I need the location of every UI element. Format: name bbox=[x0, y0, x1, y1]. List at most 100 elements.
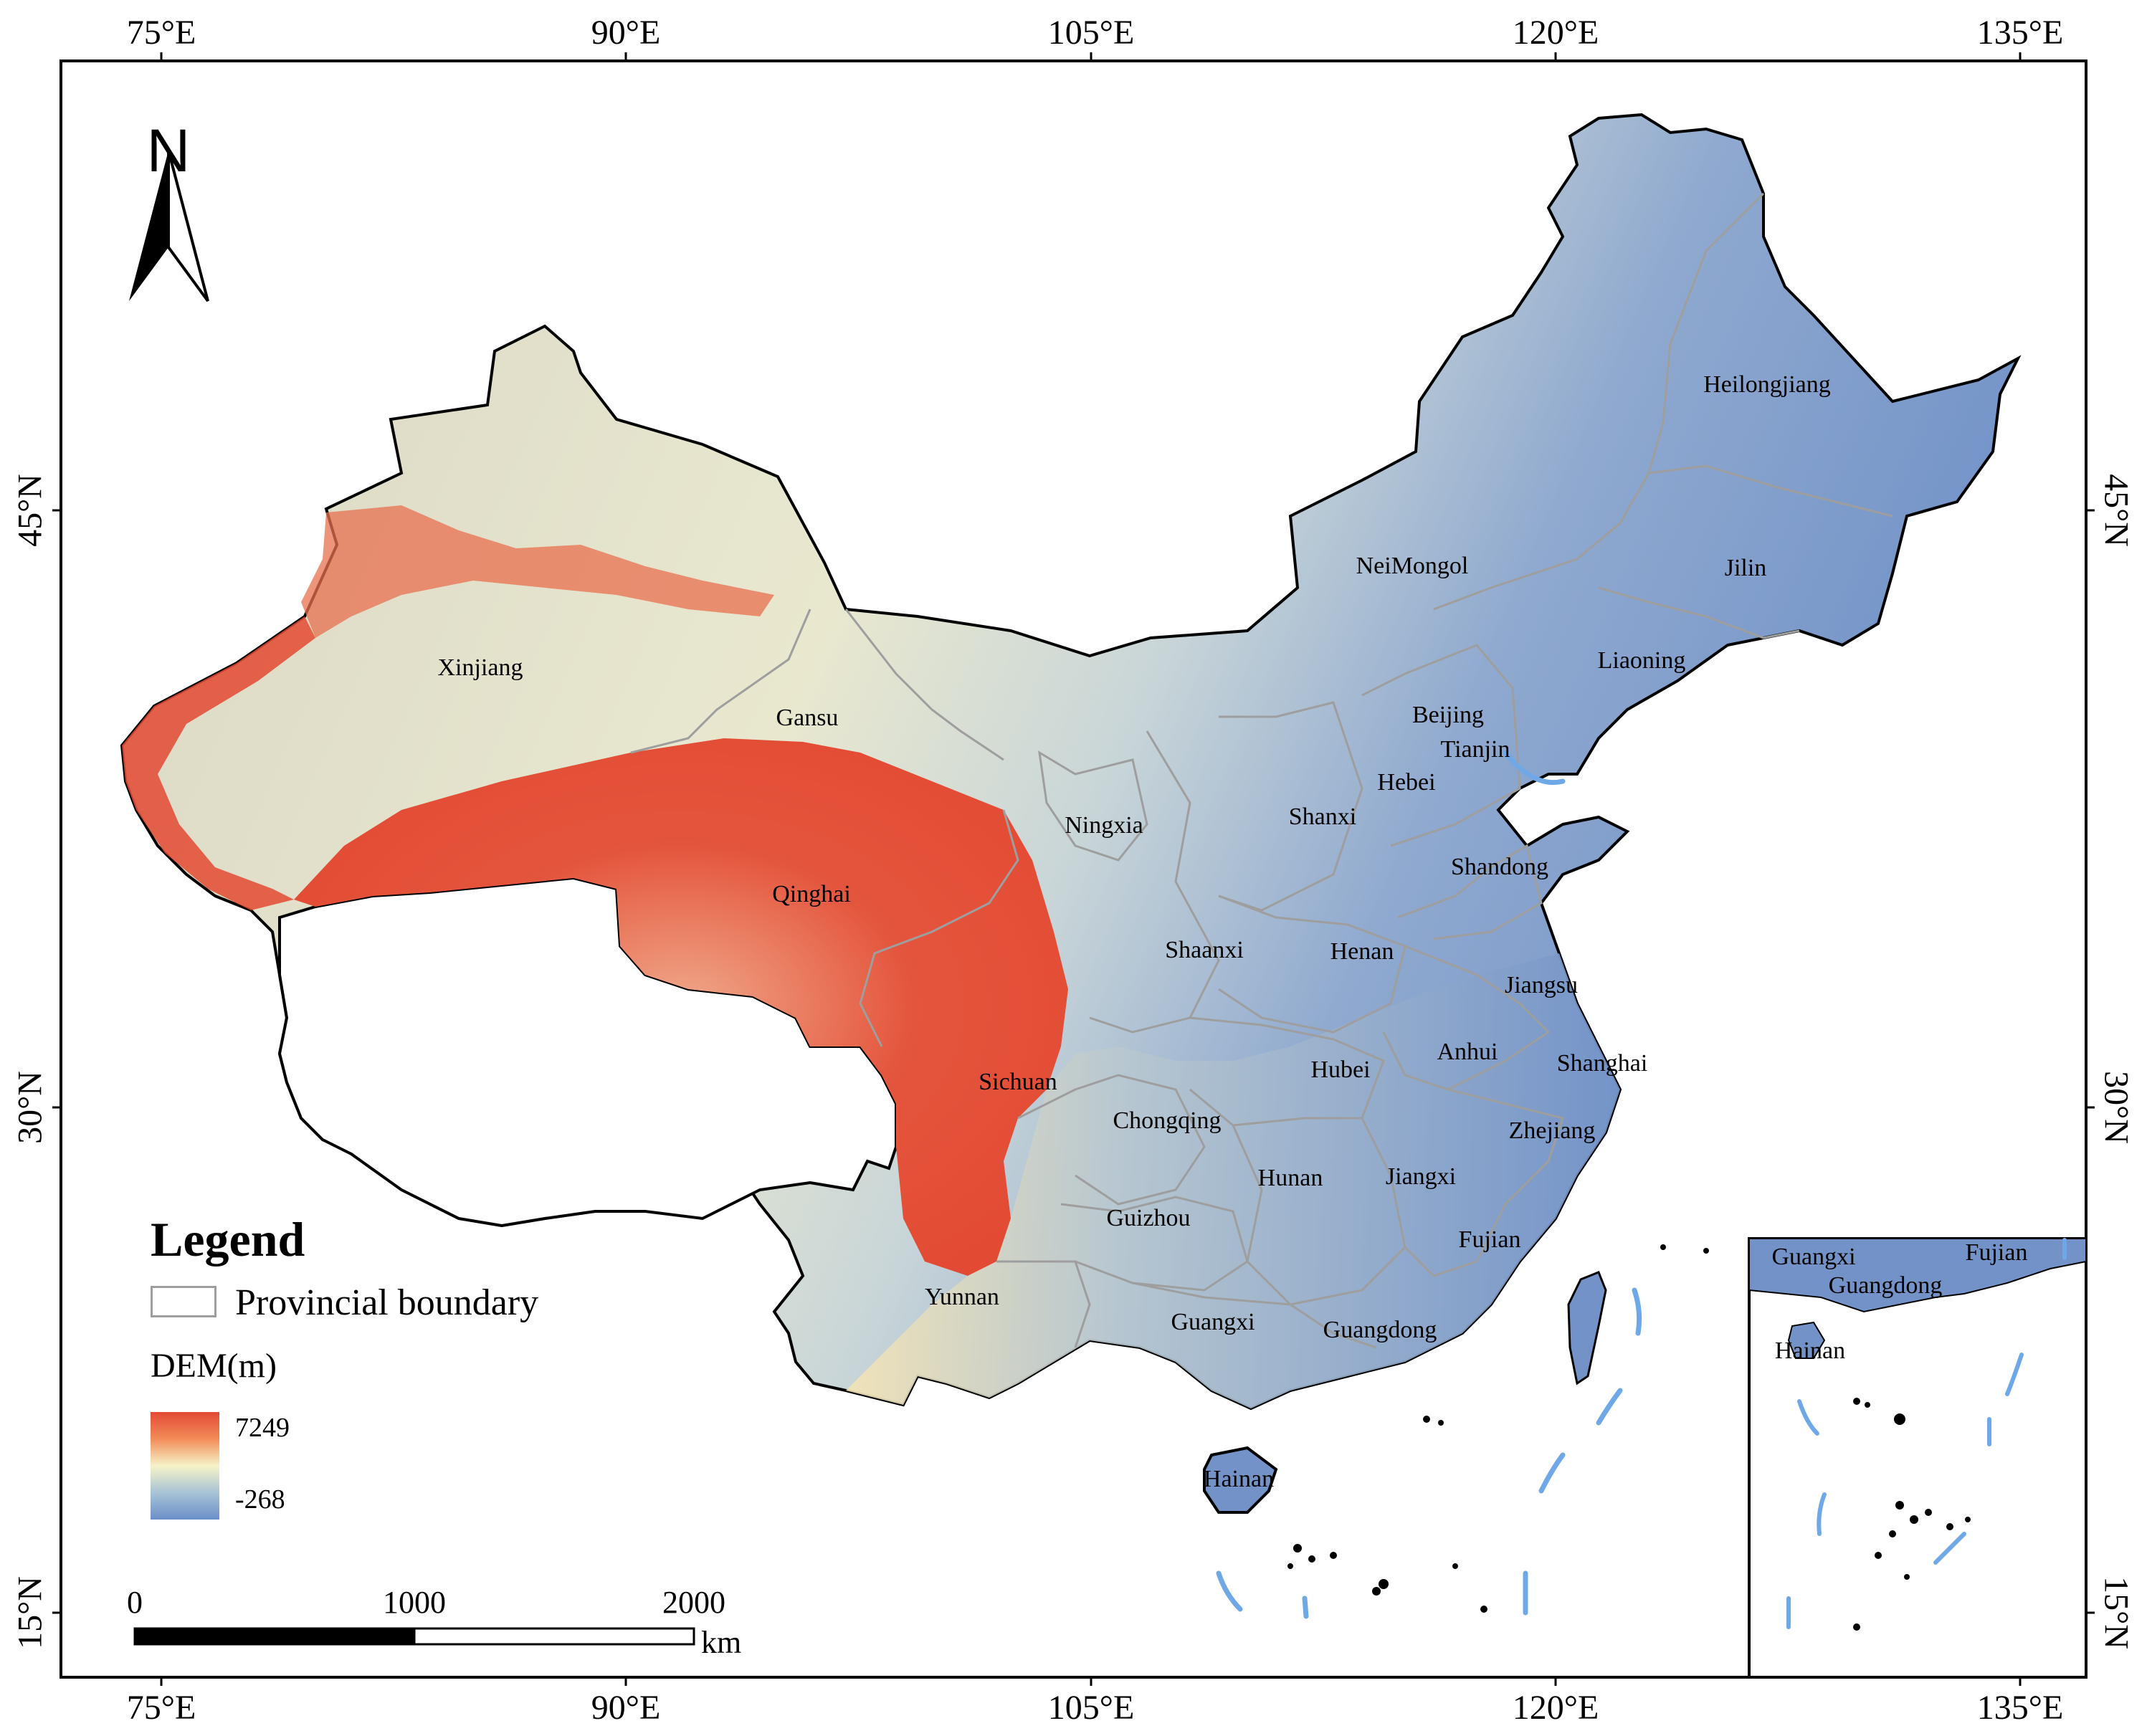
southern-lowlands bbox=[846, 953, 1620, 1408]
nine-dash-line-1 bbox=[1216, 1570, 1243, 1612]
north-arrow-right bbox=[167, 150, 209, 302]
inset-islands bbox=[1853, 1398, 1971, 1631]
lon-label-90e-bottom: 90°E bbox=[591, 1689, 661, 1727]
label-hebei: Hebei bbox=[1377, 769, 1436, 796]
legend-boundary-swatch bbox=[151, 1286, 216, 1317]
inset-hainan bbox=[1787, 1321, 1826, 1359]
label-hunan: Hunan bbox=[1257, 1165, 1323, 1191]
provincial-boundaries bbox=[630, 192, 1893, 1349]
scale-bar-black bbox=[133, 1627, 416, 1646]
lon-label-105e-bottom: 105°E bbox=[1047, 1689, 1135, 1727]
lon-label-135e-top: 135°E bbox=[1976, 14, 2064, 52]
lat-label-15n-left: 15°N bbox=[11, 1576, 49, 1649]
bohai-sea-edge bbox=[1503, 750, 1566, 786]
label-fujian: Fujian bbox=[1458, 1226, 1521, 1253]
lat-label-45n-right: 45°N bbox=[2097, 474, 2136, 547]
legend-title: Legend bbox=[151, 1212, 305, 1267]
label-anhui: Anhui bbox=[1437, 1039, 1498, 1065]
label-qinghai: Qinghai bbox=[772, 881, 851, 907]
scale-tick-2000: 2000 bbox=[662, 1585, 725, 1620]
scale-bar-white bbox=[413, 1627, 695, 1646]
boundary-sichuan-chongqing bbox=[1017, 1074, 1206, 1206]
nine-dash-line-6 bbox=[1632, 1287, 1642, 1336]
label-yunnan: Yunnan bbox=[925, 1284, 999, 1310]
inset-label-hainan: Hainan bbox=[1774, 1337, 1846, 1364]
label-guangdong: Guangdong bbox=[1323, 1317, 1437, 1343]
scale-bar bbox=[133, 1627, 695, 1646]
scale-tick-1000: 1000 bbox=[383, 1585, 446, 1620]
label-chongqing: Chongqing bbox=[1113, 1107, 1222, 1134]
label-shandong: Shandong bbox=[1451, 854, 1548, 880]
inset-dash-lines bbox=[1786, 1238, 2067, 1629]
nine-dash-line-5 bbox=[1596, 1388, 1623, 1426]
lon-label-135e-bottom: 135°E bbox=[1976, 1689, 2064, 1727]
boundary-ningxia bbox=[1038, 750, 1148, 862]
north-arrow bbox=[129, 150, 209, 302]
south-sea-islands bbox=[1287, 1244, 1709, 1613]
boundary-shaanxi bbox=[1089, 730, 1220, 1034]
label-jilin: Jilin bbox=[1724, 555, 1767, 581]
boundary-hebei bbox=[1361, 644, 1521, 847]
taiwan-island bbox=[1567, 1271, 1607, 1386]
legend-dem-min: -268 bbox=[235, 1484, 285, 1515]
label-jiangxi: Jiangxi bbox=[1385, 1163, 1457, 1190]
inset-label-guangxi: Guangxi bbox=[1771, 1244, 1856, 1270]
boundary-yunnan bbox=[996, 1260, 1091, 1348]
boundary-guangxi-guangdong bbox=[1132, 1282, 1377, 1349]
label-jiangsu: Jiangsu bbox=[1505, 972, 1578, 998]
legend-boundary-label: Provincial boundary bbox=[235, 1282, 539, 1323]
legend-dem-title: DEM(m) bbox=[151, 1347, 277, 1385]
legend-dem-ramp bbox=[151, 1412, 219, 1520]
label-ningxia: Ningxia bbox=[1065, 812, 1143, 839]
label-beijing: Beijing bbox=[1412, 702, 1485, 728]
inset-map bbox=[1748, 1237, 2088, 1679]
north-arrow-left bbox=[129, 151, 168, 301]
plateau-high-elevation bbox=[294, 738, 1068, 1276]
label-neimongol: NeiMongol bbox=[1356, 553, 1469, 579]
legend-dem-max: 7249 bbox=[235, 1413, 290, 1443]
scale-unit: km bbox=[701, 1625, 742, 1660]
boundary-henan bbox=[1218, 895, 1406, 1034]
map-frame bbox=[59, 59, 2088, 1679]
label-gansu: Gansu bbox=[776, 705, 839, 731]
label-xinjiang: Xinjiang bbox=[437, 654, 523, 681]
inset-label-fujian: Fujian bbox=[1965, 1239, 2028, 1266]
label-guizhou: Guizhou bbox=[1106, 1205, 1191, 1231]
boundary-zhejiang-fujian bbox=[1404, 1088, 1564, 1277]
lon-label-90e-top: 90°E bbox=[591, 14, 661, 52]
tianshan-mountains bbox=[301, 505, 774, 638]
boundary-shandong bbox=[1397, 844, 1543, 940]
lat-label-45n-left: 45°N bbox=[11, 474, 49, 547]
inset-frame bbox=[1748, 1237, 2088, 1679]
boundary-heilongjiang-jilin bbox=[1648, 464, 1893, 518]
label-shanghai: Shanghai bbox=[1556, 1050, 1648, 1077]
nine-dash-line-4 bbox=[1538, 1452, 1566, 1494]
inset-label-guangdong: Guangdong bbox=[1828, 1272, 1943, 1299]
kunlun-western-edge bbox=[122, 616, 315, 910]
boundary-jiangsu-anhui bbox=[1382, 945, 1551, 1091]
boundary-hunan-jiangxi bbox=[1232, 1117, 1406, 1306]
label-heilongjiang: Heilongjiang bbox=[1703, 371, 1831, 398]
boundary-xinjiang-gansu bbox=[630, 609, 811, 754]
lon-label-75e-bottom: 75°E bbox=[126, 1689, 196, 1727]
label-hainan: Hainan bbox=[1203, 1466, 1275, 1492]
lon-label-75e-top: 75°E bbox=[126, 14, 196, 52]
label-shanxi: Shanxi bbox=[1288, 803, 1357, 830]
hainan-island bbox=[1203, 1446, 1278, 1514]
boundary-gansu-neimongol bbox=[844, 609, 1004, 761]
boundary-jilin-liaoning bbox=[1598, 586, 1800, 639]
boundary-hubei bbox=[1189, 1016, 1385, 1127]
lon-label-105e-top: 105°E bbox=[1047, 14, 1135, 52]
label-sichuan: Sichuan bbox=[979, 1069, 1057, 1095]
lon-label-120e-top: 120°E bbox=[1512, 14, 1599, 52]
label-guangxi: Guangxi bbox=[1171, 1309, 1255, 1335]
lat-label-30n-right: 30°N bbox=[2097, 1071, 2136, 1144]
label-liaoning: Liaoning bbox=[1597, 647, 1686, 674]
nine-dash-line-2 bbox=[1302, 1596, 1309, 1619]
label-shaanxi: Shaanxi bbox=[1165, 937, 1244, 963]
label-henan: Henan bbox=[1330, 938, 1394, 965]
boundary-qinghai-sichuan bbox=[859, 809, 1019, 1047]
lon-label-120e-bottom: 120°E bbox=[1512, 1689, 1599, 1727]
scale-tick-0: 0 bbox=[127, 1585, 143, 1620]
water-features bbox=[1216, 750, 1642, 1619]
